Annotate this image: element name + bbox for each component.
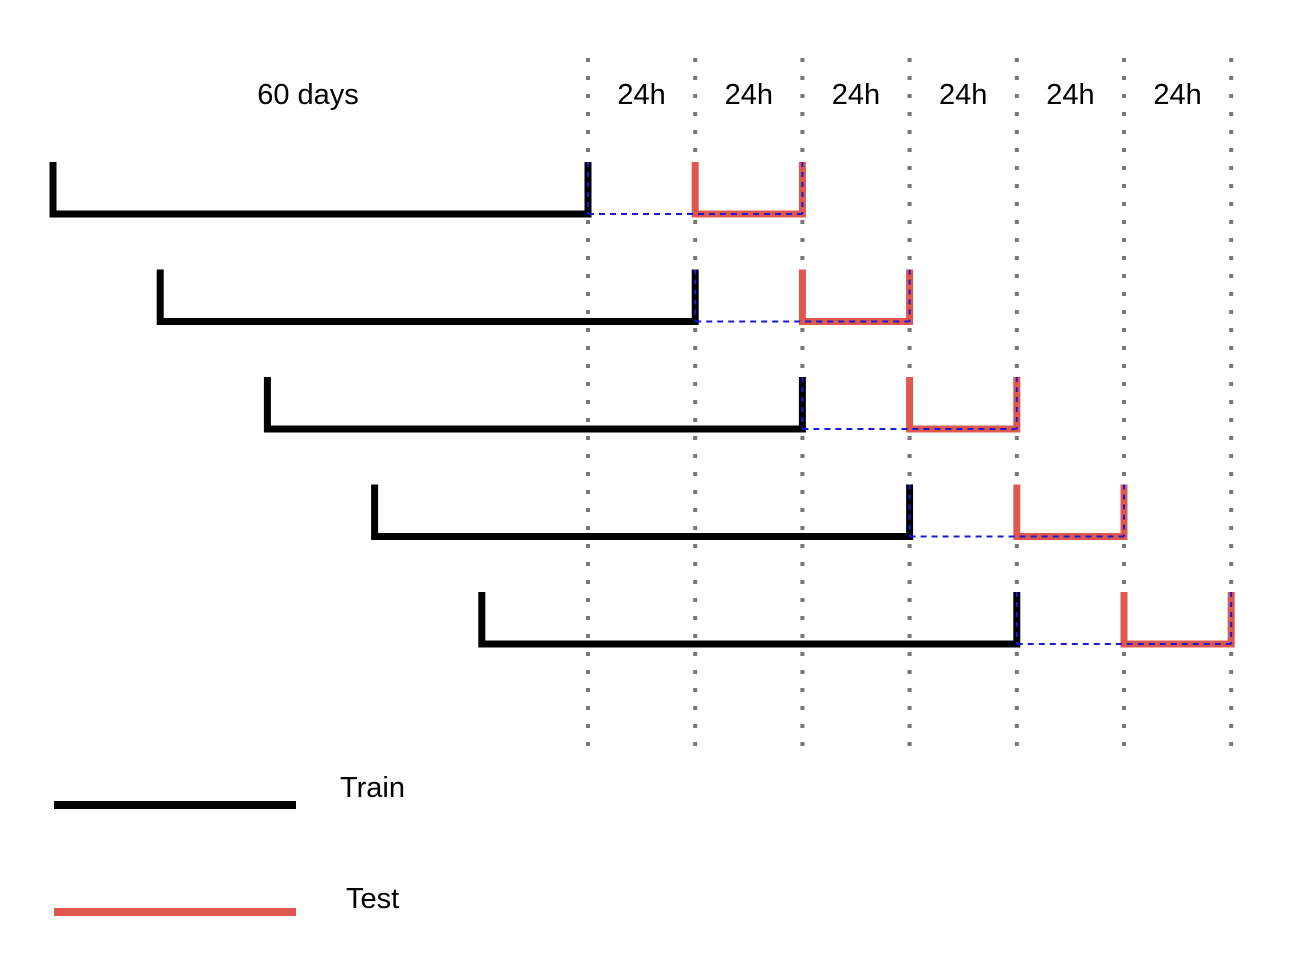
folds <box>49 162 1235 648</box>
test-bracket <box>798 269 914 325</box>
slot-label: 24h <box>617 79 665 111</box>
fold-row <box>371 484 1128 540</box>
slot-label: 24h <box>939 79 987 111</box>
slot-labels: 24h 24h 24h 24h 24h 24h <box>617 79 1201 111</box>
slot-label: 24h <box>1153 79 1201 111</box>
train-bracket <box>49 162 592 218</box>
test-bracket <box>906 377 1021 433</box>
test-bracket <box>1120 592 1235 648</box>
train-bracket <box>371 484 914 540</box>
train-bracket <box>263 377 806 433</box>
test-bracket <box>1013 484 1128 540</box>
train-bracket <box>156 269 699 325</box>
train-window-label: 60 days <box>257 79 359 111</box>
fold-row <box>156 269 914 325</box>
fold-row <box>49 162 806 218</box>
slot-label: 24h <box>1046 79 1094 111</box>
legend-train-label: Train <box>340 772 405 804</box>
slot-label: 24h <box>725 79 773 111</box>
slot-label: 24h <box>832 79 880 111</box>
fold-row <box>263 377 1021 433</box>
fold-row <box>478 592 1235 648</box>
legend-test-label: Test <box>346 883 399 915</box>
train-bracket <box>478 592 1021 648</box>
legend: Train Test <box>54 772 405 916</box>
test-bracket <box>691 162 806 218</box>
